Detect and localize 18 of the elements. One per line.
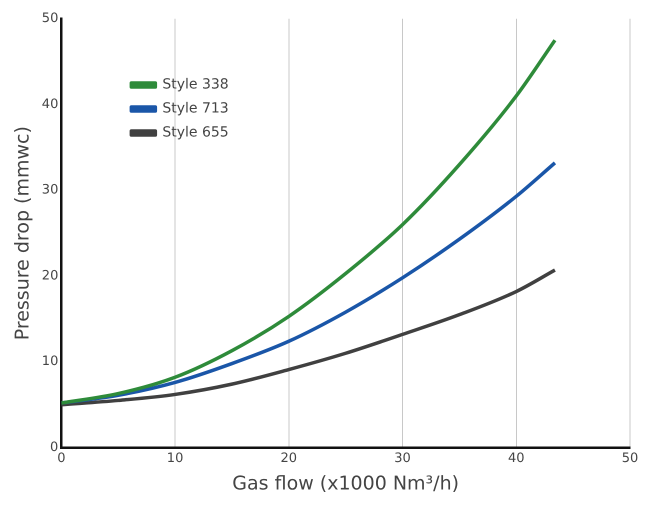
x-tick-label: 10 [166, 450, 184, 466]
legend-label: Style 338 [162, 76, 229, 93]
legend-label: Style 713 [162, 100, 229, 117]
x-tick-label: 20 [280, 450, 298, 466]
x-tick-label: 40 [508, 450, 525, 466]
x-tick-label: 30 [394, 450, 411, 466]
y-tick-label: 0 [50, 440, 58, 455]
line-series [61, 268, 557, 406]
y-tick-label: 10 [42, 354, 58, 370]
x-tick-label: 50 [622, 450, 638, 466]
legend-label: Style 655 [162, 124, 229, 141]
line-series [61, 38, 557, 405]
x-axis-title: Gas flow (x1000 Nm³/h) [232, 472, 460, 495]
y-tick-label: 50 [42, 11, 58, 26]
y-tick-label: 40 [42, 96, 58, 112]
y-tick-label: 20 [42, 268, 58, 284]
y-tick-label: 30 [42, 182, 58, 198]
y-axis-title: Pressure drop (mmwc) [11, 126, 34, 340]
